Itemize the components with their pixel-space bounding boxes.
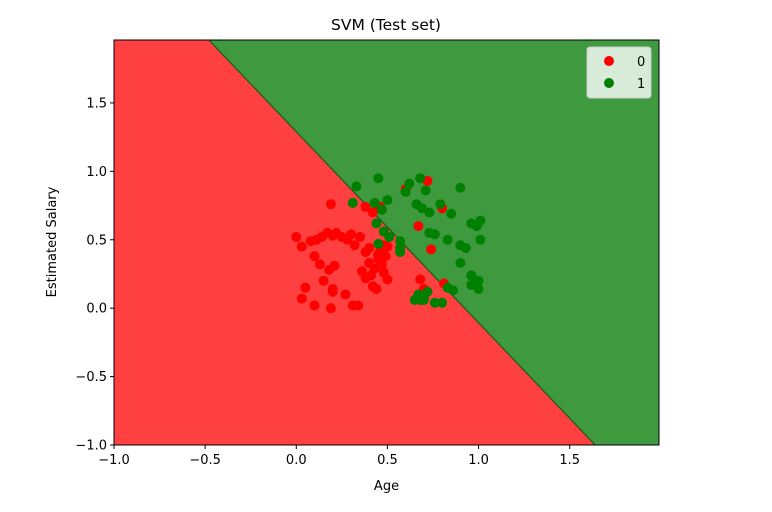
point-class-1 [400, 186, 411, 197]
point-class-1 [460, 242, 471, 253]
point-class-1 [455, 258, 466, 269]
point-class-1 [424, 207, 435, 218]
point-class-0 [426, 244, 437, 255]
legend-label-class-1: 1 [637, 77, 645, 92]
point-class-1 [442, 282, 453, 293]
point-class-0 [415, 274, 426, 285]
point-class-1 [442, 234, 453, 245]
point-class-1 [473, 284, 484, 295]
y-tick-label: 1.0 [86, 165, 107, 180]
point-class-1 [420, 185, 431, 196]
point-class-0 [353, 300, 364, 311]
legend-marker-class-1 [604, 78, 614, 88]
x-tick-label: 1.0 [468, 453, 489, 468]
point-class-1 [369, 197, 380, 208]
point-class-0 [314, 259, 325, 270]
point-class-1 [376, 204, 387, 215]
point-class-0 [369, 263, 380, 274]
y-axis: −1.0 −0.5 0.0 0.5 1.0 1.5 [75, 96, 114, 454]
x-axis: −1.0 −0.5 0.0 0.5 1.0 1.5 [98, 445, 580, 468]
point-class-0 [309, 300, 320, 311]
x-tick-label: −1.0 [98, 453, 130, 468]
point-class-0 [325, 199, 336, 210]
plot-frame [113, 39, 660, 446]
point-class-1 [429, 297, 440, 308]
point-class-0 [329, 260, 340, 271]
point-class-0 [355, 232, 366, 243]
point-class-1 [466, 270, 477, 281]
point-class-1 [373, 173, 384, 184]
point-class-1 [351, 181, 362, 192]
point-class-1 [418, 294, 429, 305]
point-class-0 [413, 221, 424, 232]
legend-marker-class-0 [604, 56, 614, 66]
point-class-0 [345, 229, 356, 240]
point-class-0 [360, 247, 371, 258]
x-tick-label: 0.0 [286, 453, 307, 468]
point-class-0 [300, 282, 311, 293]
point-class-0 [376, 259, 387, 270]
point-class-0 [360, 201, 371, 212]
point-class-1 [347, 197, 358, 208]
legend: 0 1 [586, 46, 652, 99]
point-class-1 [395, 236, 406, 247]
point-class-1 [429, 229, 440, 240]
point-class-0 [318, 275, 329, 286]
point-class-1 [415, 173, 426, 184]
point-class-0 [340, 289, 351, 300]
y-tick-label: −1.0 [75, 439, 107, 454]
point-class-1 [395, 247, 406, 258]
point-class-1 [475, 215, 486, 226]
y-tick-label: 1.5 [86, 96, 107, 111]
point-class-1 [373, 238, 384, 249]
x-tick-label: 0.5 [377, 453, 398, 468]
point-class-0 [296, 241, 307, 252]
point-class-0 [327, 286, 338, 297]
scatter-points [291, 173, 486, 314]
point-class-0 [367, 207, 378, 218]
point-class-0 [309, 251, 320, 262]
point-class-1 [473, 275, 484, 286]
point-class-1 [382, 195, 393, 206]
point-class-1 [435, 199, 446, 210]
point-class-1 [446, 208, 457, 219]
point-class-1 [417, 203, 428, 214]
point-class-1 [404, 178, 415, 189]
legend-label-class-0: 0 [637, 55, 645, 70]
x-axis-label: Age [374, 479, 399, 494]
x-tick-label: 1.5 [559, 453, 580, 468]
point-class-0 [349, 240, 360, 251]
point-class-1 [475, 234, 486, 245]
point-class-1 [384, 232, 395, 243]
point-class-0 [325, 303, 336, 314]
point-class-1 [466, 279, 477, 290]
y-tick-label: −0.5 [75, 370, 107, 385]
point-class-1 [437, 297, 448, 308]
point-class-0 [367, 281, 378, 292]
point-class-0 [291, 232, 302, 243]
point-class-1 [455, 182, 466, 193]
x-tick-label: −0.5 [189, 453, 221, 468]
point-class-0 [296, 293, 307, 304]
point-class-1 [371, 218, 382, 229]
legend-box [586, 46, 652, 99]
point-class-0 [382, 274, 393, 285]
y-tick-label: 0.5 [86, 233, 107, 248]
region-class-1 [208, 40, 659, 445]
chart-title: SVM (Test set) [331, 16, 441, 34]
plot-area [113, 39, 660, 446]
y-tick-label: 0.0 [86, 302, 107, 317]
point-class-0 [373, 249, 384, 260]
y-axis-label: Estimated Salary [45, 186, 60, 297]
